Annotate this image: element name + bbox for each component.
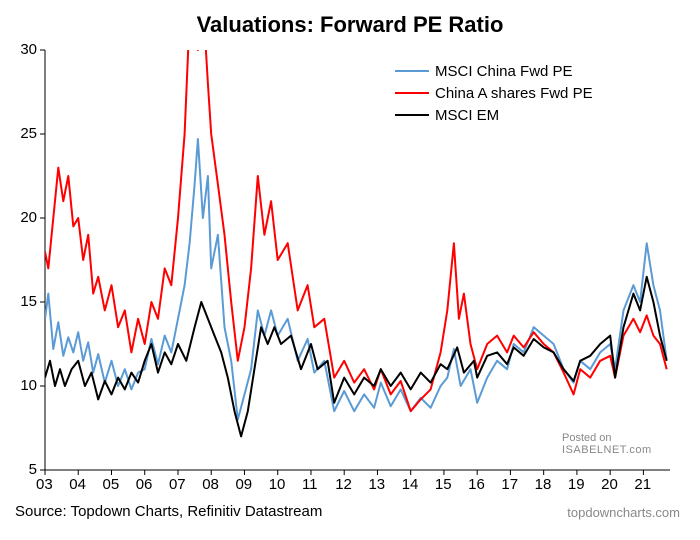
chart-plot: [0, 0, 700, 540]
x-tick-label: 12: [335, 476, 352, 493]
x-tick-label: 03: [36, 476, 53, 493]
x-tick-label: 08: [202, 476, 219, 493]
legend-swatch: [395, 114, 429, 116]
x-tick-label: 19: [568, 476, 585, 493]
x-tick-label: 17: [501, 476, 518, 493]
x-tick-label: 13: [368, 476, 385, 493]
x-tick-label: 21: [634, 476, 651, 493]
legend-label: China A shares Fwd PE: [435, 85, 593, 102]
source-text: Source: Topdown Charts, Refinitiv Datast…: [15, 503, 322, 520]
x-tick-label: 16: [468, 476, 485, 493]
x-tick-label: 15: [435, 476, 452, 493]
x-tick-label: 11: [302, 476, 318, 493]
y-tick-label: 20: [20, 209, 37, 226]
x-tick-label: 05: [102, 476, 119, 493]
x-tick-label: 20: [601, 476, 618, 493]
chart-frame: Valuations: Forward PE Ratio 51015202530…: [0, 0, 700, 540]
y-tick-label: 15: [20, 293, 37, 310]
watermark-topdown: topdowncharts.com: [567, 505, 680, 520]
x-tick-label: 09: [235, 476, 252, 493]
legend-item: MSCI EM: [395, 104, 593, 126]
x-tick-label: 07: [169, 476, 186, 493]
x-tick-label: 06: [136, 476, 153, 493]
watermark-isabelnet: ISABELNET.com: [562, 444, 652, 456]
legend-swatch: [395, 92, 429, 94]
y-tick-label: 10: [20, 377, 37, 394]
legend-item: China A shares Fwd PE: [395, 82, 593, 104]
legend: MSCI China Fwd PE China A shares Fwd PE MS…: [395, 60, 593, 126]
series-msci-china-fwd-pe: [45, 139, 667, 420]
x-tick-label: 04: [69, 476, 86, 493]
legend-label: MSCI EM: [435, 107, 499, 124]
watermark-posted-on: Posted on: [562, 432, 612, 444]
y-tick-label: 25: [20, 125, 37, 142]
legend-item: MSCI China Fwd PE: [395, 60, 593, 82]
legend-swatch: [395, 70, 429, 72]
x-tick-label: 10: [269, 476, 286, 493]
series-msci-em: [45, 277, 667, 437]
x-tick-label: 14: [402, 476, 419, 493]
y-tick-label: 30: [20, 41, 37, 58]
legend-label: MSCI China Fwd PE: [435, 63, 573, 80]
x-tick-label: 18: [535, 476, 552, 493]
